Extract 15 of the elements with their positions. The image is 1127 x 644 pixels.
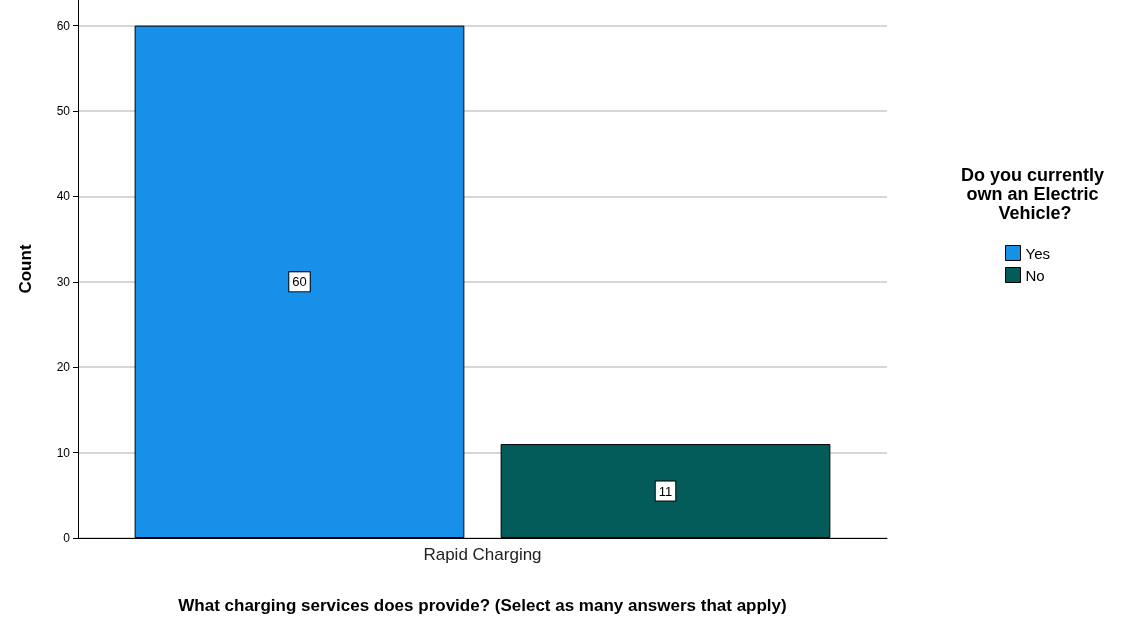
data-label: 60: [292, 274, 307, 290]
y-tick-label: 50: [56, 104, 71, 119]
x-axis-title: What charging services does provide? (Select as many answers that apply): [178, 596, 787, 615]
data-label: 11: [658, 483, 673, 499]
legend-title: Do you currently own an Electric Vehicle?: [960, 164, 1110, 223]
legend-label: Yes: [1025, 244, 1050, 262]
y-axis-title: Count: [16, 244, 35, 294]
y-tick-label: 60: [56, 18, 71, 33]
y-tick-label: 20: [56, 360, 71, 375]
x-tick-label: Rapid Charging: [423, 545, 542, 564]
legend-label: No: [1025, 266, 1045, 284]
y-tick-label: 0: [63, 531, 71, 545]
y-tick-label: 40: [56, 189, 71, 204]
y-tick-label: 30: [56, 274, 71, 289]
y-tick-label: 10: [56, 445, 71, 460]
